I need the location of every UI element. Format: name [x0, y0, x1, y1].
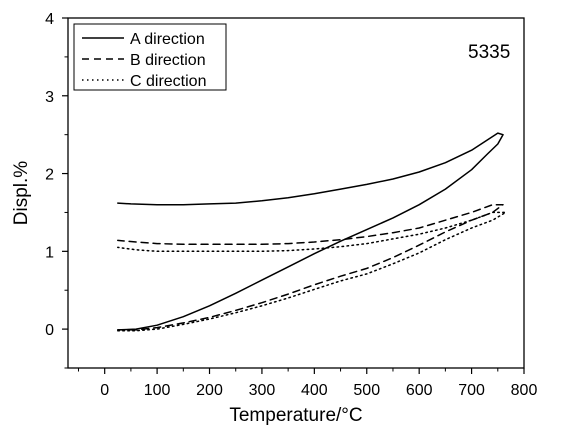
series-lines: [117, 132, 507, 332]
legend-label-b: B direction: [130, 52, 206, 69]
y-tick-label: 2: [45, 167, 54, 184]
y-tick-label: 3: [45, 89, 54, 106]
x-tick-label: 800: [511, 382, 538, 399]
legend-label-c: C direction: [130, 73, 206, 90]
legend: A direction B direction C direction: [73, 23, 227, 91]
y-axis-title: Displ.%: [11, 161, 32, 226]
x-tick-label: 600: [406, 382, 433, 399]
x-tick-label: 500: [353, 382, 380, 399]
sample-annotation: 5335: [468, 42, 510, 63]
series-b-direction-line: [117, 203, 504, 331]
x-tick-label: 200: [196, 382, 223, 399]
series-c-direction-line: [117, 211, 507, 332]
x-tick-label: 700: [458, 382, 485, 399]
axis-ticks: 0 100 200 300 400 500 600 700 800 0 1 2 3 4: [45, 11, 537, 399]
legend-box: [73, 23, 227, 91]
y-tick-label: 0: [45, 322, 54, 339]
series-a-direction-line: [117, 132, 504, 331]
y-tick-label: 4: [45, 11, 54, 28]
x-tick-label: 300: [249, 382, 276, 399]
x-tick-label: 100: [144, 382, 171, 399]
y-tick-label: 1: [45, 244, 54, 261]
plot-frame: [67, 17, 525, 369]
x-tick-label: 400: [301, 382, 328, 399]
legend-label-a: A direction: [130, 31, 205, 48]
x-tick-label: 0: [100, 382, 109, 399]
x-axis-title: Temperature/°C: [229, 405, 362, 425]
